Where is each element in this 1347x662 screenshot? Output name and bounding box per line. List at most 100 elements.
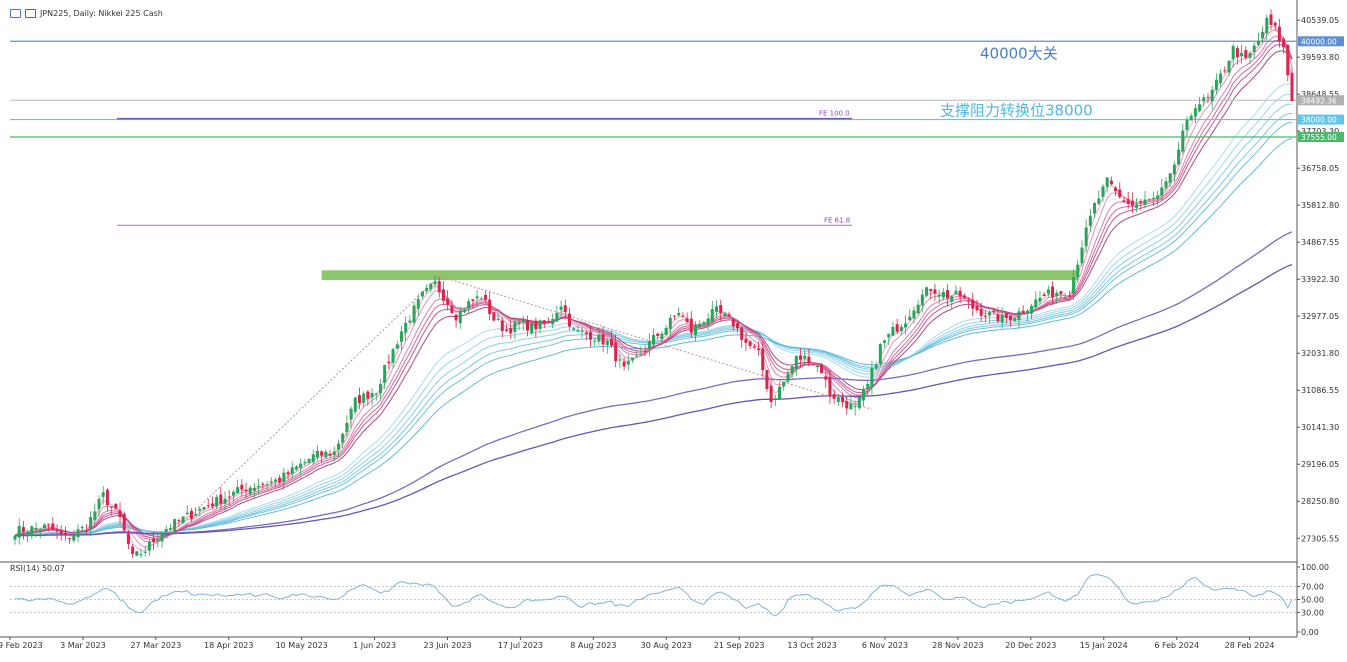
candle-body (567, 313, 571, 327)
candle-body (500, 320, 504, 331)
candle-body (605, 340, 609, 346)
candle-body (194, 514, 198, 516)
candle-body (563, 305, 567, 313)
candle-body (257, 486, 261, 488)
candle-body (479, 298, 483, 300)
chart-type-icon[interactable] (10, 9, 21, 18)
level-40000-annotation: 40000大关 (980, 44, 1058, 62)
candle-body (332, 451, 336, 455)
candle-body (580, 330, 584, 332)
candle-body (30, 526, 34, 536)
candle-body (1227, 60, 1231, 73)
candle-body (1277, 26, 1281, 42)
candle-body (723, 313, 727, 317)
candle-body (786, 373, 790, 382)
candle-body (378, 384, 382, 394)
candle-body (719, 305, 723, 313)
candle-body (572, 328, 576, 330)
candle-body (1051, 286, 1055, 298)
candle-body (1030, 305, 1034, 314)
candle-body (1286, 44, 1290, 76)
ema-fast-line-5 (14, 50, 1293, 537)
candle-body (773, 398, 777, 400)
candle-body (862, 389, 866, 401)
candle-body (21, 527, 25, 532)
candle-body (1172, 164, 1176, 175)
candle-body (315, 450, 319, 458)
candle-body (937, 294, 941, 297)
candle-body (1198, 104, 1202, 111)
candle-body (1164, 181, 1168, 188)
candle-body (236, 487, 240, 494)
candle-body (614, 342, 618, 362)
candle-body (689, 318, 693, 333)
candle-body (420, 291, 424, 297)
ema-long-line-2 (14, 263, 1293, 537)
price-tag-38000-bg (1298, 114, 1344, 125)
candle-body (895, 324, 899, 332)
candle-body (1063, 296, 1067, 298)
candle-body (492, 312, 496, 321)
price-tick-label: 33922.30 (1301, 275, 1339, 284)
candle-body (979, 309, 983, 316)
candle-body (189, 510, 193, 519)
chart-header: JPN225, Daily: Nikkei 225 Cash (10, 9, 163, 18)
candle-body (412, 305, 416, 323)
price-tick-label: 34867.55 (1301, 238, 1339, 247)
candle-body (681, 315, 685, 317)
price-tick-label: 39593.80 (1301, 53, 1339, 62)
candle-body (307, 459, 311, 463)
candle-body (458, 310, 462, 324)
candle-body (736, 322, 740, 329)
candle-body (588, 332, 592, 340)
candle-body (803, 355, 807, 359)
candle-body (454, 314, 458, 321)
candle-body (946, 290, 950, 299)
candle-body (488, 299, 492, 315)
candle-body (1105, 177, 1109, 187)
candle-body (933, 289, 937, 294)
candle-body (908, 316, 912, 321)
candle-body (1093, 203, 1097, 214)
candle-body (912, 310, 916, 319)
candle-body (664, 328, 668, 335)
candle-body (425, 287, 429, 291)
candle-body (702, 322, 706, 325)
candle-body (206, 505, 210, 507)
time-tick-label: 28 Feb 2024 (1225, 641, 1275, 650)
time-tick-label: 28 Nov 2023 (932, 641, 983, 650)
rsi-label: RSI(14) 50.07 (10, 564, 65, 573)
indicator-icon[interactable] (25, 9, 36, 18)
candle-body (353, 397, 357, 412)
candle-body (299, 463, 303, 468)
candle-body (42, 524, 46, 529)
candle-body (1269, 14, 1273, 25)
time-tick-label: 21 Sep 2023 (714, 641, 765, 650)
candle-body (395, 344, 399, 349)
candle-body (156, 539, 160, 541)
ema-fast-line-3 (14, 39, 1293, 541)
candle-body (1235, 48, 1239, 58)
candle-body (790, 366, 794, 374)
candle-body (47, 523, 51, 525)
candle-body (845, 401, 849, 409)
candle-body (93, 511, 97, 520)
candle-body (958, 290, 962, 297)
time-tick-label: 9 Feb 2023 (0, 641, 43, 650)
rsi-tick-label: 70.00 (1301, 583, 1324, 592)
candle-body (874, 364, 878, 369)
fe100-label: FE 100.0 (819, 110, 850, 118)
candle-body (231, 491, 235, 496)
candle-body (408, 320, 412, 323)
candle-body (748, 341, 752, 347)
candle-body (992, 310, 996, 312)
candle-body (740, 327, 744, 340)
candle-body (542, 320, 546, 324)
time-tick-label: 23 Jun 2023 (423, 641, 471, 650)
candle-body (311, 454, 315, 463)
candle-body (387, 361, 391, 364)
candle-body (437, 281, 441, 293)
rsi-tick-label: 50.00 (1301, 596, 1324, 605)
candle-body (635, 355, 639, 357)
candle-body (89, 517, 93, 530)
